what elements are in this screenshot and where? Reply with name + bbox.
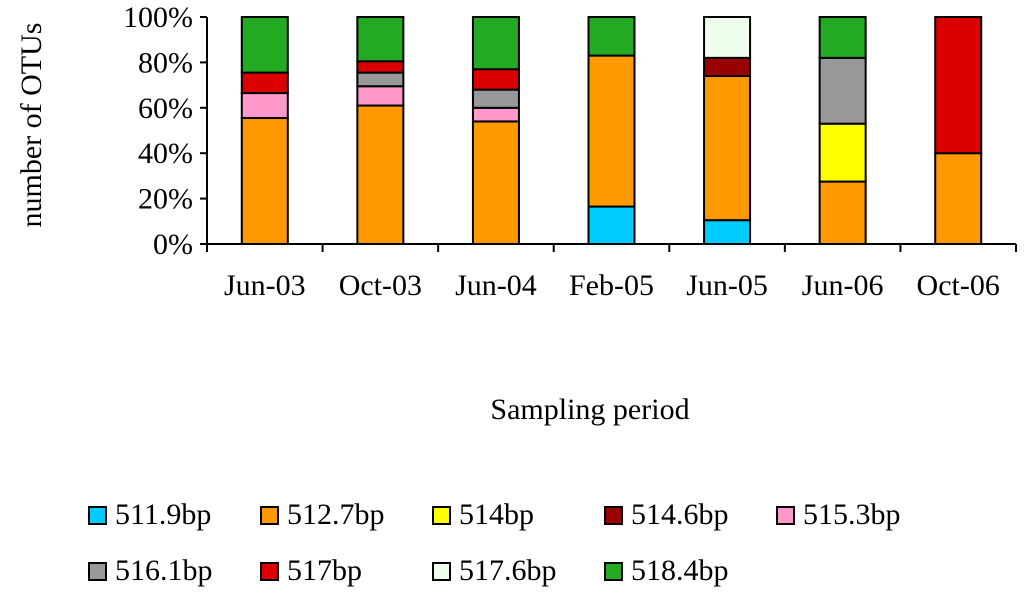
legend: 511.9bp 512.7bp 514bp 514.6bp 515.3bp 516.1b… xyxy=(88,498,988,610)
bar-segment-512-7bp-oct-06 xyxy=(934,152,983,245)
bar-segment-518-4bp-jun-06 xyxy=(818,16,867,59)
x-category-label: Jun-04 xyxy=(455,269,537,302)
bar-segment-517bp-oct-03 xyxy=(356,60,405,74)
legend-item: 511.9bp xyxy=(88,498,211,532)
bar-segment-516-1bp-oct-03 xyxy=(356,71,405,88)
bar-segment-516-1bp-jun-04 xyxy=(471,88,520,109)
legend-item: 512.7bp xyxy=(260,498,385,532)
legend-item: 517.6bp xyxy=(432,554,557,588)
legend-swatch xyxy=(604,505,623,525)
legend-label: 517bp xyxy=(287,554,362,587)
bar-segment-518-4bp-jun-03 xyxy=(240,16,289,74)
legend-label: 511.9bp xyxy=(115,498,212,531)
legend-label: 518.4bp xyxy=(631,554,729,587)
legend-label: 514.6bp xyxy=(631,498,729,531)
bar-segment-515-3bp-jun-03 xyxy=(240,92,289,120)
y-axis-label-text: number of OTUs xyxy=(15,22,48,228)
y-tick-label: 80% xyxy=(138,46,193,79)
bar-segment-512-7bp-jun-03 xyxy=(240,117,289,245)
bar-segment-516-1bp-jun-06 xyxy=(818,56,867,125)
bar-segment-512-7bp-oct-03 xyxy=(356,104,405,245)
bar-segment-512-7bp-jun-05 xyxy=(703,75,752,222)
y-tick-label: 100% xyxy=(123,1,193,34)
bar-segment-517bp-oct-06 xyxy=(934,16,983,155)
legend-item: 515.3bp xyxy=(776,498,901,532)
stacked-bar-chart: 0% 20% 40% 60% 80% 100% Jun-03 Oct-03 Jun-04 Feb-… xyxy=(123,1,1017,302)
bar-segment-511-9bp-feb-05 xyxy=(587,205,636,245)
x-category-label: Jun-06 xyxy=(802,269,884,302)
y-tick-label: 0% xyxy=(153,228,193,261)
x-category-label: Oct-03 xyxy=(339,269,422,302)
legend-row: 511.9bp 512.7bp 514bp 514.6bp 515.3bp xyxy=(88,498,988,554)
legend-label: 514bp xyxy=(459,498,534,531)
bar-segment-517bp-jun-03 xyxy=(240,71,289,95)
legend-swatch xyxy=(260,505,279,525)
y-tick-label: 40% xyxy=(138,137,193,170)
legend-label: 515.3bp xyxy=(803,498,901,531)
legend-swatch xyxy=(776,505,795,525)
bar-segment-518-4bp-feb-05 xyxy=(587,16,636,57)
legend-swatch xyxy=(88,561,107,581)
legend-swatch xyxy=(88,505,107,525)
legend-item: 514.6bp xyxy=(604,498,729,532)
legend-label: 517.6bp xyxy=(459,554,557,587)
y-tick-label: 20% xyxy=(138,183,193,216)
bar-segment-518-4bp-jun-04 xyxy=(471,16,520,71)
legend-swatch xyxy=(604,561,623,581)
x-category-label: Feb-05 xyxy=(569,269,654,302)
legend-label: 512.7bp xyxy=(287,498,385,531)
legend-item: 514bp xyxy=(432,498,534,532)
y-tick-label: 60% xyxy=(138,92,193,125)
bar-segment-512-7bp-feb-05 xyxy=(587,54,636,208)
legend-item: 516.1bp xyxy=(88,554,213,588)
legend-row: 516.1bp 517bp 517.6bp 518.4bp xyxy=(88,554,988,610)
bar-segment-514-6bp-jun-05 xyxy=(703,56,752,78)
bar-segment-517bp-jun-04 xyxy=(471,68,520,91)
bar-segment-515-3bp-oct-03 xyxy=(356,85,405,107)
legend-label: 516.1bp xyxy=(115,554,213,587)
axes-group: 0% 20% 40% 60% 80% 100% Jun-03 Oct-03 Jun-04 Feb-… xyxy=(123,1,1017,302)
x-category-label: Jun-05 xyxy=(686,269,768,302)
x-category-label: Oct-06 xyxy=(917,269,1000,302)
legend-swatch xyxy=(432,505,451,525)
legend-item: 517bp xyxy=(260,554,362,588)
legend-swatch xyxy=(432,561,451,581)
bar-segment-514bp-jun-06 xyxy=(818,122,867,183)
bar-segment-517-6bp-jun-05 xyxy=(703,16,752,59)
bars-group xyxy=(240,16,983,245)
bar-segment-512-7bp-jun-04 xyxy=(471,120,520,245)
legend-swatch xyxy=(260,561,279,581)
bar-segment-511-9bp-jun-05 xyxy=(703,219,752,245)
bar-segment-512-7bp-jun-06 xyxy=(818,180,867,245)
x-category-label: Jun-03 xyxy=(224,269,306,302)
bar-segment-515-3bp-jun-04 xyxy=(471,106,520,123)
legend-item: 518.4bp xyxy=(604,554,729,588)
y-axis-label: number of OTUs xyxy=(0,0,60,290)
x-axis-label: Sampling period xyxy=(490,393,690,426)
bar-segment-518-4bp-oct-03 xyxy=(356,16,405,63)
